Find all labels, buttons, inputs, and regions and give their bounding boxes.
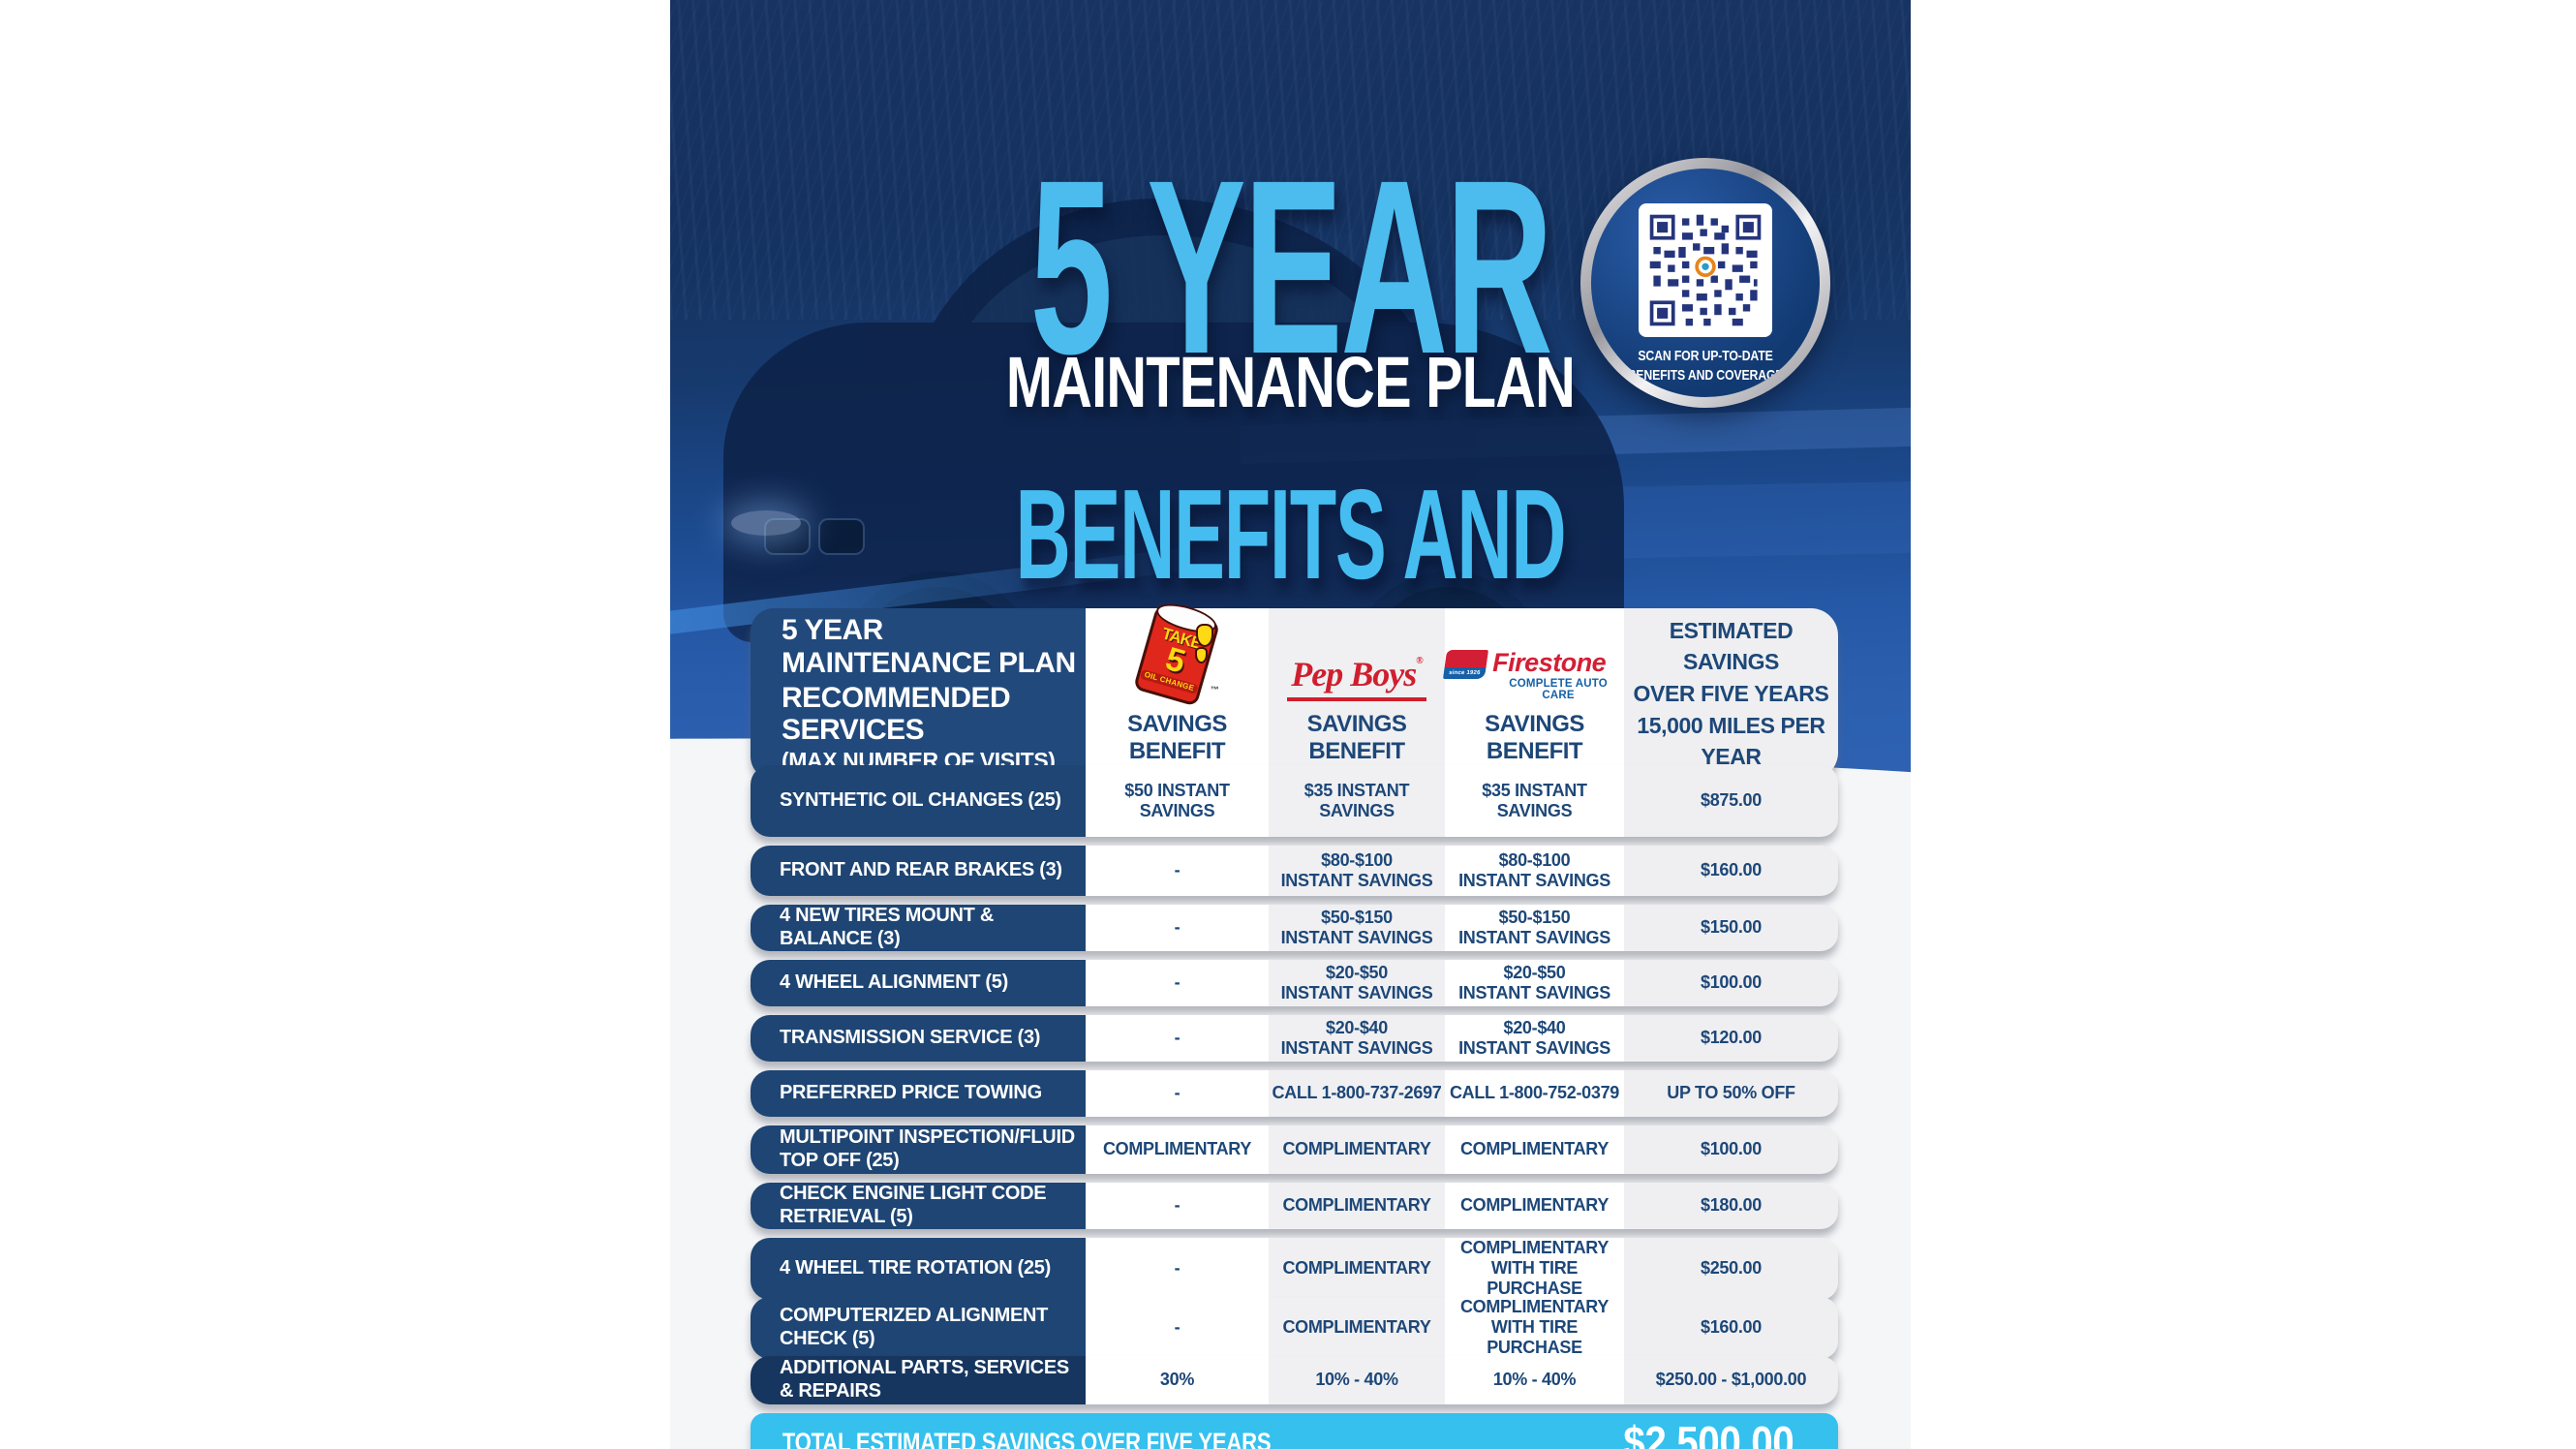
estimated-value: $150.00 (1624, 905, 1838, 951)
estimated-savings-header-cell: ESTIMATED SAVINGS OVER FIVE YEARS 15,000… (1624, 608, 1838, 780)
firestone-header-cell: since 1926 Firestone COMPLETE AUTO CARE … (1442, 608, 1624, 780)
pepboys-value: 10% - 40% (1269, 1356, 1445, 1404)
estimated-header-line1: ESTIMATED SAVINGS (1669, 617, 1794, 675)
title-5-year: 5 YEAR (1029, 129, 1553, 406)
services-header-cell: 5 YEAR MAINTENANCE PLAN RECOMMENDED SERV… (751, 608, 1086, 780)
car-grille (764, 518, 865, 555)
benefits-table: 5 YEAR MAINTENANCE PLAN RECOMMENDED SERV… (751, 598, 1838, 1449)
firestone-value: COMPLIMENTARY WITH TIRE PURCHASE (1445, 1297, 1624, 1359)
table-row: 4 WHEEL TIRE ROTATION (25) - COMPLIMENTA… (751, 1238, 1838, 1300)
qr-caption: SCAN FOR UP-TO-DATE BENEFITS AND COVERAG… (1627, 348, 1784, 384)
estimated-value: $120.00 (1624, 1015, 1838, 1062)
estimated-header-line3: 15,000 MILES PER YEAR (1637, 712, 1825, 770)
table-row: COMPUTERIZED ALIGNMENT CHECK (5) - COMPL… (751, 1297, 1838, 1359)
pepboys-header-cell: Pep Boys® SAVINGS BENEFIT (1269, 608, 1445, 780)
firestone-value: COMPLIMENTARY (1445, 1183, 1624, 1229)
savings-benefit-label: SAVINGS BENEFIT (1127, 711, 1227, 765)
qr-badge: SCAN FOR UP-TO-DATE BENEFITS AND COVERAG… (1580, 158, 1830, 408)
take5-value: - (1086, 960, 1269, 1006)
table-row: FRONT AND REAR BRAKES (3) - $80-$100 INS… (751, 846, 1838, 896)
firestone-value: $80-$100 INSTANT SAVINGS (1445, 846, 1624, 896)
firestone-value: COMPLIMENTARY WITH TIRE PURCHASE (1445, 1238, 1624, 1300)
services-header-line2: RECOMMENDED SERVICES (782, 681, 1011, 747)
savings-benefit-label: SAVINGS BENEFIT (1306, 711, 1407, 765)
firestone-value: $20-$50 INSTANT SAVINGS (1445, 960, 1624, 1006)
firestone-value: COMPLIMENTARY (1445, 1125, 1624, 1174)
estimated-value: $180.00 (1624, 1183, 1838, 1229)
take5-value: - (1086, 1297, 1269, 1359)
service-name: MULTIPOINT INSPECTION/FLUID TOP OFF (25) (751, 1125, 1086, 1174)
take5-header-cell: TAKE 5 OIL CHANGE ™ SAVINGS BENEFIT (1086, 598, 1269, 780)
firestone-value: $20-$40 INSTANT SAVINGS (1445, 1015, 1624, 1062)
firestone-value: $35 INSTANT SAVINGS (1445, 765, 1624, 837)
service-name: 4 WHEEL TIRE ROTATION (25) (751, 1238, 1086, 1300)
service-name: PREFERRED PRICE TOWING (751, 1070, 1086, 1117)
total-savings-bar: TOTAL ESTIMATED SAVINGS OVER FIVE YEARS … (751, 1413, 1838, 1449)
take5-value: - (1086, 1015, 1269, 1062)
take5-value: 30% (1086, 1356, 1269, 1404)
pepboys-value: $50-$150 INSTANT SAVINGS (1269, 905, 1445, 951)
service-name: CHECK ENGINE LIGHT CODE RETRIEVAL (5) (751, 1183, 1086, 1229)
firestone-logo-icon: since 1926 Firestone COMPLETE AUTO CARE (1442, 650, 1624, 701)
take5-value: - (1086, 846, 1269, 896)
service-name: 4 WHEEL ALIGNMENT (5) (751, 960, 1086, 1006)
take5-value: - (1086, 1183, 1269, 1229)
estimated-value: $100.00 (1624, 1125, 1838, 1174)
savings-benefit-label: SAVINGS BENEFIT (1485, 711, 1584, 765)
estimated-value: $160.00 (1624, 846, 1838, 896)
service-name: SYNTHETIC OIL CHANGES (25) (751, 765, 1086, 837)
take5-value: - (1086, 1070, 1269, 1117)
pepboys-value: CALL 1-800-737-2697 (1269, 1070, 1445, 1117)
table-row: 4 WHEEL ALIGNMENT (5) - $20-$50 INSTANT … (751, 960, 1838, 1006)
total-savings-label: TOTAL ESTIMATED SAVINGS OVER FIVE YEARS (782, 1427, 1272, 1449)
table-row: ADDITIONAL PARTS, SERVICES & REPAIRS 30%… (751, 1356, 1838, 1404)
pepboys-value: COMPLIMENTARY (1269, 1125, 1445, 1174)
pepboys-value: $35 INSTANT SAVINGS (1269, 765, 1445, 837)
estimated-header-line2: OVER FIVE YEARS (1633, 680, 1829, 706)
table-header-row: 5 YEAR MAINTENANCE PLAN RECOMMENDED SERV… (751, 598, 1838, 780)
table-row: SYNTHETIC OIL CHANGES (25) $50 INSTANT S… (751, 765, 1838, 837)
service-name: COMPUTERIZED ALIGNMENT CHECK (5) (751, 1297, 1086, 1359)
pepboys-value: $80-$100 INSTANT SAVINGS (1269, 846, 1445, 896)
take5-value: - (1086, 905, 1269, 951)
estimated-value: $160.00 (1624, 1297, 1838, 1359)
table-row: TRANSMISSION SERVICE (3) - $20-$40 INSTA… (751, 1015, 1838, 1062)
table-row: 4 NEW TIRES MOUNT & BALANCE (3) - $50-$1… (751, 905, 1838, 951)
pepboys-value: $20-$40 INSTANT SAVINGS (1269, 1015, 1445, 1062)
estimated-value: UP TO 50% OFF (1624, 1070, 1838, 1117)
service-name: ADDITIONAL PARTS, SERVICES & REPAIRS (751, 1356, 1086, 1404)
pepboys-value: COMPLIMENTARY (1269, 1183, 1445, 1229)
take5-value: $50 INSTANT SAVINGS (1086, 765, 1269, 837)
firestone-value: 10% - 40% (1445, 1356, 1624, 1404)
service-name: 4 NEW TIRES MOUNT & BALANCE (3) (751, 905, 1086, 951)
pepboys-logo-icon: Pep Boys® (1287, 657, 1426, 701)
estimated-value: $250.00 (1624, 1238, 1838, 1300)
take5-value: - (1086, 1238, 1269, 1300)
table-row: PREFERRED PRICE TOWING - CALL 1-800-737-… (751, 1070, 1838, 1117)
table-row: CHECK ENGINE LIGHT CODE RETRIEVAL (5) - … (751, 1183, 1838, 1229)
estimated-value: $100.00 (1624, 960, 1838, 1006)
car-headlight (731, 510, 801, 536)
firestone-value: $50-$150 INSTANT SAVINGS (1445, 905, 1624, 951)
firestone-value: CALL 1-800-752-0379 (1445, 1070, 1624, 1117)
pepboys-value: COMPLIMENTARY (1269, 1238, 1445, 1300)
maintenance-plan-flyer: 5 YEAR MAINTENANCE PLAN BENEFITS AND COV… (670, 0, 1911, 1449)
service-name: FRONT AND REAR BRAKES (3) (751, 846, 1086, 896)
qr-code-icon (1639, 203, 1772, 337)
estimated-value: $250.00 - $1,000.00 (1624, 1356, 1838, 1404)
take5-logo-icon: TAKE 5 OIL CHANGE ™ (1132, 598, 1220, 707)
estimated-value: $875.00 (1624, 765, 1838, 837)
total-savings-value: $2,500.00 (1623, 1417, 1794, 1449)
service-name: TRANSMISSION SERVICE (3) (751, 1015, 1086, 1062)
take5-value: COMPLIMENTARY (1086, 1125, 1269, 1174)
title-maintenance-plan: MAINTENANCE PLAN (1005, 342, 1576, 422)
services-header-line1: 5 YEAR MAINTENANCE PLAN (782, 614, 1076, 680)
pepboys-value: COMPLIMENTARY (1269, 1297, 1445, 1359)
qr-badge-inner: SCAN FOR UP-TO-DATE BENEFITS AND COVERAG… (1591, 169, 1820, 397)
pepboys-value: $20-$50 INSTANT SAVINGS (1269, 960, 1445, 1006)
table-row: MULTIPOINT INSPECTION/FLUID TOP OFF (25)… (751, 1125, 1838, 1174)
